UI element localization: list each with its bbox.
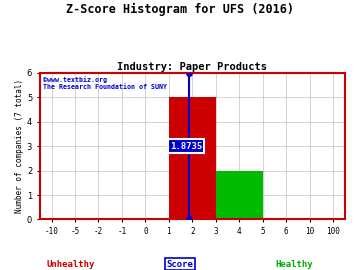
- Text: Healthy: Healthy: [275, 260, 313, 269]
- Bar: [216, 171, 263, 220]
- Text: ©www.textbiz.org
The Research Foundation of SUNY: ©www.textbiz.org The Research Foundation…: [43, 76, 167, 90]
- Text: Z-Score Histogram for UFS (2016): Z-Score Histogram for UFS (2016): [66, 3, 294, 16]
- Y-axis label: Number of companies (7 total): Number of companies (7 total): [15, 79, 24, 213]
- Title: Industry: Paper Products: Industry: Paper Products: [117, 62, 267, 72]
- Text: Score: Score: [167, 260, 193, 269]
- Bar: [169, 97, 216, 220]
- Text: 1.8735: 1.8735: [170, 142, 202, 151]
- Text: Unhealthy: Unhealthy: [47, 260, 95, 269]
